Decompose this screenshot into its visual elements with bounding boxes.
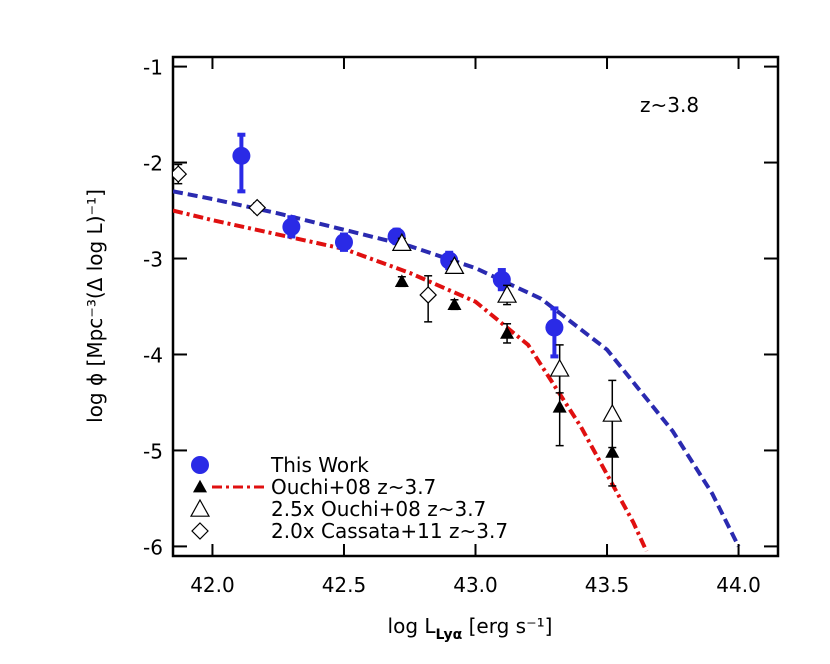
x-tick-label: 42.0: [190, 573, 235, 597]
point: [500, 326, 515, 339]
point: [552, 400, 567, 413]
x-tick-label: 42.5: [322, 573, 367, 597]
legend-label: Ouchi+08 z~3.7: [271, 475, 436, 499]
point: [602, 403, 623, 422]
point: [545, 318, 564, 337]
x-tick-label: 44.0: [716, 573, 761, 597]
plot-frame: [171, 55, 780, 558]
point: [248, 198, 267, 217]
legend-marker: [192, 479, 208, 493]
x-tick-label: 43.0: [453, 573, 498, 597]
annotation: z~3.8: [640, 93, 699, 117]
point: [549, 358, 570, 377]
legend-marker: [191, 456, 209, 474]
x-label-sub: Lyα: [436, 627, 463, 643]
y-tick-label: -1: [143, 56, 163, 80]
y-tick-label: -3: [143, 248, 163, 272]
y-tick-label: -2: [143, 152, 163, 176]
y-tick-label: -4: [143, 343, 163, 367]
legend-marker: [189, 498, 211, 517]
plot-area: [173, 132, 741, 553]
x-label-part: [erg s⁻¹]: [462, 614, 552, 638]
point: [497, 284, 518, 303]
point: [282, 217, 301, 236]
y-tick-label: -6: [143, 535, 163, 559]
legend-label: This Work: [270, 453, 369, 477]
x-axis-label: log LLyα [erg s⁻¹]: [388, 614, 553, 643]
point: [232, 146, 251, 165]
point: [492, 270, 511, 289]
point: [444, 255, 465, 274]
point: [394, 274, 409, 287]
point: [605, 445, 620, 458]
legend-marker: [191, 522, 209, 540]
legend-label: 2.0x Cassata+11 z~3.7: [271, 519, 508, 543]
point: [419, 286, 438, 304]
model-curve: [173, 189, 741, 548]
legend-label: 2.5x Ouchi+08 z~3.7: [271, 497, 486, 521]
x-tick-label: 43.5: [585, 573, 630, 597]
y-tick-label: -5: [143, 439, 163, 463]
y-axis-label: log ϕ [Mpc⁻³(Δ log L)⁻¹]: [83, 189, 107, 423]
point: [173, 165, 188, 183]
model-curve: [173, 208, 649, 553]
point: [391, 232, 412, 251]
point: [447, 297, 462, 310]
point: [334, 233, 353, 252]
x-label-part: log L: [388, 614, 437, 638]
